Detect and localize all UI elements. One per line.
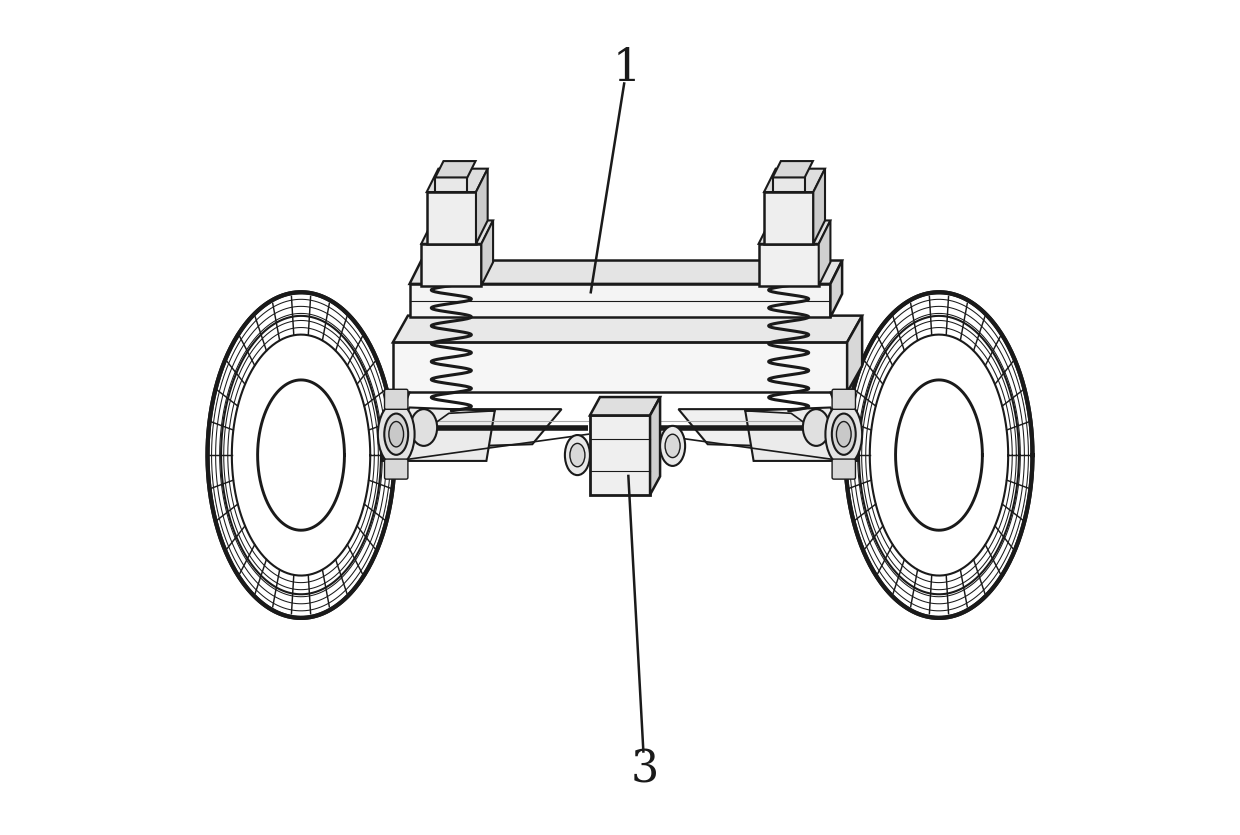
Ellipse shape [410,409,438,446]
Polygon shape [409,261,842,284]
Polygon shape [759,220,831,244]
Polygon shape [831,261,842,317]
Polygon shape [393,316,862,342]
Ellipse shape [837,422,851,447]
Text: 3: 3 [631,748,660,792]
Ellipse shape [207,292,394,618]
FancyBboxPatch shape [832,389,856,409]
Polygon shape [764,192,813,244]
Ellipse shape [384,413,408,455]
Polygon shape [382,407,495,461]
Polygon shape [393,342,847,392]
Polygon shape [678,409,858,449]
Ellipse shape [378,402,414,466]
Text: 1: 1 [613,47,641,90]
FancyBboxPatch shape [384,389,408,409]
Polygon shape [773,178,805,192]
Ellipse shape [660,426,686,466]
Polygon shape [813,169,825,244]
Polygon shape [773,161,813,178]
Polygon shape [847,316,862,392]
Ellipse shape [565,435,590,475]
Polygon shape [590,397,660,415]
Polygon shape [435,178,467,192]
Polygon shape [745,407,858,461]
Polygon shape [818,220,831,286]
Polygon shape [427,192,476,244]
Polygon shape [427,169,487,192]
Polygon shape [435,161,475,178]
Ellipse shape [826,402,862,466]
Polygon shape [422,244,481,286]
Ellipse shape [846,292,1033,618]
Polygon shape [476,169,487,244]
Ellipse shape [570,443,585,467]
Ellipse shape [832,413,856,455]
Polygon shape [590,415,650,494]
Ellipse shape [665,434,680,458]
Ellipse shape [389,422,403,447]
Polygon shape [759,244,818,286]
Ellipse shape [802,409,830,446]
Polygon shape [650,397,660,494]
Polygon shape [409,284,831,317]
Polygon shape [481,220,494,286]
FancyBboxPatch shape [832,459,856,479]
Polygon shape [764,169,825,192]
Polygon shape [422,220,494,244]
Polygon shape [382,409,562,449]
FancyBboxPatch shape [384,459,408,479]
